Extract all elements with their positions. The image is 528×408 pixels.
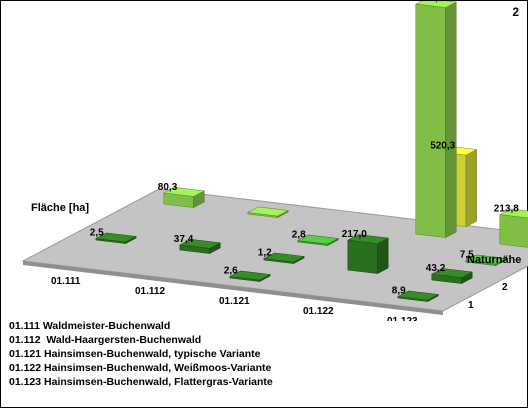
bar <box>178 239 222 254</box>
x-tick-label: 01.121 <box>219 296 250 307</box>
bar <box>414 1 458 238</box>
legend-item: 01.123 Hainsimsen-Buchenwald, Flattergra… <box>9 376 273 388</box>
x-tick-label: 01.122 <box>303 306 334 317</box>
data-label: 2,8 <box>292 230 306 241</box>
data-label: 1.669,0 <box>410 1 444 4</box>
chart-floor-edge <box>23 261 443 315</box>
data-label: 43,2 <box>426 263 446 274</box>
legend-item: 01.122 Hainsimsen-Buchenwald, Weißmoos-V… <box>9 362 272 374</box>
data-label: 2,6 <box>224 266 238 277</box>
data-label: 1,2 <box>258 248 272 259</box>
page-number: 2 <box>512 5 519 19</box>
legend-item: 01.111 Waldmeister-Buchenwald <box>9 320 171 332</box>
data-label: 80,3 <box>158 182 178 193</box>
legend: 01.111 Waldmeister-Buchenwald 01.112 Wal… <box>9 319 273 389</box>
x-tick-label: 01.123 <box>387 316 418 321</box>
x-tick-label: 01.111 <box>51 276 81 287</box>
data-label: 8,9 <box>392 286 406 297</box>
bar <box>94 232 138 244</box>
bar <box>296 234 340 246</box>
legend-item: 01.121 Hainsimsen-Buchenwald, typische V… <box>9 348 261 360</box>
legend-item: 01.112 Wald-Haargersten-Buchenwald <box>9 334 202 346</box>
bar <box>246 206 290 218</box>
bar <box>396 290 440 302</box>
bar-chart-3d: 01.11101.11201.12101.12201.1231234520,38… <box>21 1 528 321</box>
data-label: 7,5 <box>460 250 474 261</box>
bar <box>262 252 306 264</box>
bar <box>346 234 390 274</box>
depth-tick-label: 2 <box>502 282 508 293</box>
data-label: 217,0 <box>342 229 367 240</box>
depth-tick-label: 1 <box>468 300 474 311</box>
y-axis-label: Fläche [ha] <box>31 202 89 214</box>
data-label: 520,3 <box>430 141 455 152</box>
data-label: 37,4 <box>174 234 194 245</box>
x-tick-label: 01.112 <box>135 286 165 297</box>
bar <box>498 208 528 248</box>
data-label: 2,5 <box>90 228 104 239</box>
bar <box>228 270 272 282</box>
bar <box>162 187 206 208</box>
depth-axis-label: Naturnähe <box>467 254 521 266</box>
data-label: 213,8 <box>494 204 519 215</box>
bar <box>430 268 474 284</box>
bar <box>464 254 508 266</box>
